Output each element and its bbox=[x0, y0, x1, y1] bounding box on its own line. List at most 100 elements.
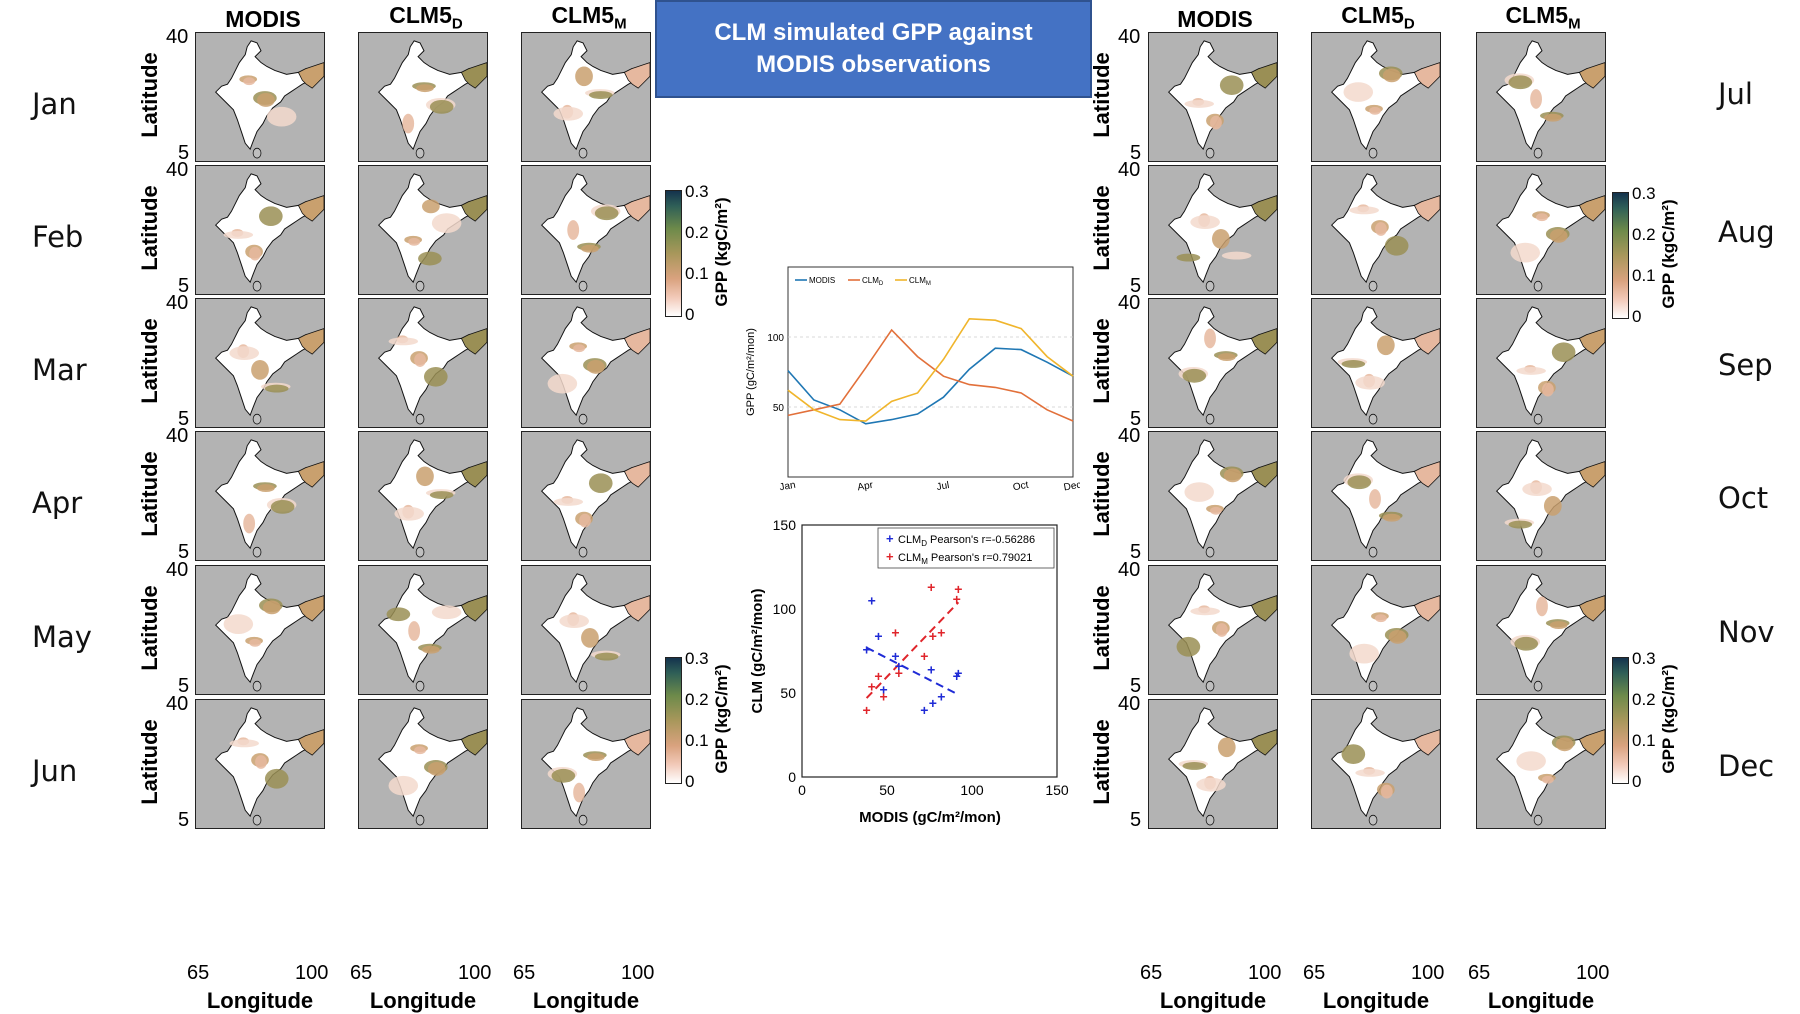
map-mar-modis bbox=[195, 298, 325, 428]
scatter-xlabel: MODIS (gC/m²/mon) bbox=[859, 809, 1001, 826]
map-nov-clmd bbox=[1311, 565, 1441, 695]
map-aug-modis bbox=[1148, 165, 1278, 295]
colorbar-tick: 0.2 bbox=[685, 690, 709, 709]
latitude-label-left: Latitude bbox=[137, 52, 162, 138]
map-jan-clmm bbox=[521, 32, 651, 162]
colorbar-tick: 0.2 bbox=[685, 223, 709, 242]
month-label-jan: Jan bbox=[32, 87, 77, 121]
colorbar-tick: 0.3 bbox=[1632, 184, 1656, 203]
col-header-clmd-right: CLM5D bbox=[1341, 2, 1415, 33]
scatter-point-clmm: + bbox=[863, 702, 871, 718]
lat-tick-bottom-left: 5 bbox=[178, 675, 190, 697]
lat-tick-top-right: 40 bbox=[1118, 26, 1141, 48]
scatter-point-clmd: + bbox=[880, 682, 888, 698]
latitude-label-left: Latitude bbox=[137, 185, 162, 271]
scatter-xtick: 0 bbox=[798, 782, 806, 798]
line-chart-ylabel: GPP (gC/m²/mon) bbox=[745, 328, 757, 416]
lat-tick-bottom-right: 5 bbox=[1130, 142, 1142, 164]
colorbar-tick: 0.3 bbox=[685, 649, 709, 668]
lat-tick-bottom-left: 5 bbox=[178, 809, 190, 831]
map-dec-clmd bbox=[1311, 699, 1441, 829]
lon-tick-left: 65 bbox=[350, 962, 373, 984]
colorbar-tick: 0.2 bbox=[1632, 690, 1656, 709]
map-jul-clmm bbox=[1476, 32, 1606, 162]
colorbar-label: GPP (kgC/m²) bbox=[1659, 664, 1678, 774]
col-header-modis-left: MODIS bbox=[225, 6, 301, 32]
map-jan-clmd bbox=[358, 32, 488, 162]
scatter-point-clmd: + bbox=[863, 641, 871, 657]
colorbar-tick: 0.3 bbox=[1632, 649, 1656, 668]
lat-tick-bottom-left: 5 bbox=[178, 275, 190, 297]
lon-tick-left: 65 bbox=[1468, 962, 1491, 984]
colorbar-tick: 0.1 bbox=[685, 264, 709, 283]
lon-tick-left: 65 bbox=[1303, 962, 1326, 984]
scatter-point-clmd: + bbox=[895, 658, 903, 674]
map-apr-modis bbox=[195, 431, 325, 561]
lat-tick-bottom-left: 5 bbox=[178, 541, 190, 563]
longitude-label: Longitude bbox=[1487, 988, 1595, 1013]
map-dec-clmm bbox=[1476, 699, 1606, 829]
colorbar-tick: 0 bbox=[685, 772, 695, 791]
map-jun-modis bbox=[195, 699, 325, 829]
lat-tick-top-right: 40 bbox=[1118, 159, 1141, 181]
line-chart: 50 100 Jan Apr Jul Oct Dec MODIS CLMD CLMM GPP (… bbox=[745, 266, 1080, 494]
scatter-point-clmm: + bbox=[937, 625, 945, 641]
scatter-point-clmd: + bbox=[929, 695, 937, 711]
line-chart-ytick: 100 bbox=[767, 333, 784, 344]
lat-tick-bottom-left: 5 bbox=[178, 408, 190, 430]
scatter-fit-line-clmm bbox=[865, 601, 960, 699]
lon-tick-right: 100 bbox=[458, 962, 492, 984]
longitude-label: Longitude bbox=[532, 988, 640, 1013]
latitude-label-left: Latitude bbox=[137, 585, 162, 671]
lon-tick-left: 65 bbox=[187, 962, 210, 984]
lon-tick-right: 100 bbox=[1248, 962, 1282, 984]
map-aug-clmd bbox=[1311, 165, 1441, 295]
month-label-mar: Mar bbox=[32, 353, 87, 387]
scatter-legend: + + CLMD Pearson's r=-0.56286 CLMM Pearson… bbox=[877, 527, 1055, 569]
scatter-ytick: 0 bbox=[788, 769, 796, 785]
scatter-point-clmd: + bbox=[891, 648, 899, 664]
map-feb-clmm bbox=[521, 165, 651, 295]
lon-tick-left: 65 bbox=[1140, 962, 1163, 984]
col-header-clmm-right: CLM5M bbox=[1505, 2, 1581, 33]
map-sep-modis bbox=[1148, 298, 1278, 428]
colorbar-tick: 0.2 bbox=[1632, 225, 1656, 244]
scatter-ytick: 100 bbox=[773, 601, 797, 617]
colorbar-tick: 0 bbox=[1632, 772, 1642, 791]
line-series-clm-m bbox=[787, 317, 1074, 422]
col-header-clmd-left: CLM5D bbox=[389, 2, 463, 33]
lat-tick-bottom-right: 5 bbox=[1130, 809, 1142, 831]
scatter-point-clmm: + bbox=[954, 581, 962, 597]
lon-tick-right: 100 bbox=[295, 962, 329, 984]
colorbar-label: GPP (kgC/m²) bbox=[1659, 199, 1678, 309]
map-apr-clmd bbox=[358, 431, 488, 561]
month-label-nov: Nov bbox=[1718, 615, 1775, 649]
colorbar-label: GPP (kgC/m²) bbox=[712, 197, 731, 307]
map-jun-clmd bbox=[358, 699, 488, 829]
lon-tick-left: 65 bbox=[513, 962, 536, 984]
map-oct-modis bbox=[1148, 431, 1278, 561]
line-chart-ytick: 50 bbox=[773, 403, 785, 414]
map-sep-clmd bbox=[1311, 298, 1441, 428]
line-chart-xtick: Apr bbox=[857, 480, 875, 494]
month-label-may: May bbox=[32, 620, 92, 654]
map-may-clmm bbox=[521, 565, 651, 695]
latitude-label-right: Latitude bbox=[1089, 318, 1114, 404]
scatter-xtick: 100 bbox=[960, 782, 984, 798]
scatter-point-clmd: + bbox=[920, 702, 928, 718]
lat-tick-top-left: 40 bbox=[166, 559, 189, 581]
line-chart-xtick: Dec bbox=[1063, 480, 1080, 494]
lat-tick-bottom-right: 5 bbox=[1130, 675, 1142, 697]
map-oct-clmd bbox=[1311, 431, 1441, 561]
scatter-legend-clmm: CLMM Pearson's r=0.79021 bbox=[898, 552, 1032, 566]
month-label-jul: Jul bbox=[1718, 77, 1753, 111]
col-header-clmm-left: CLM5M bbox=[551, 2, 627, 33]
gpp-colorbar bbox=[1612, 192, 1629, 319]
line-chart-frame bbox=[787, 266, 1074, 478]
scatter-xtick: 150 bbox=[1045, 782, 1069, 798]
scatter-xtick: 50 bbox=[879, 782, 895, 798]
scatter-point-clmm: + bbox=[895, 665, 903, 681]
latitude-label-right: Latitude bbox=[1089, 185, 1114, 271]
col-header-modis-right: MODIS bbox=[1177, 6, 1253, 32]
month-label-feb: Feb bbox=[32, 220, 84, 254]
